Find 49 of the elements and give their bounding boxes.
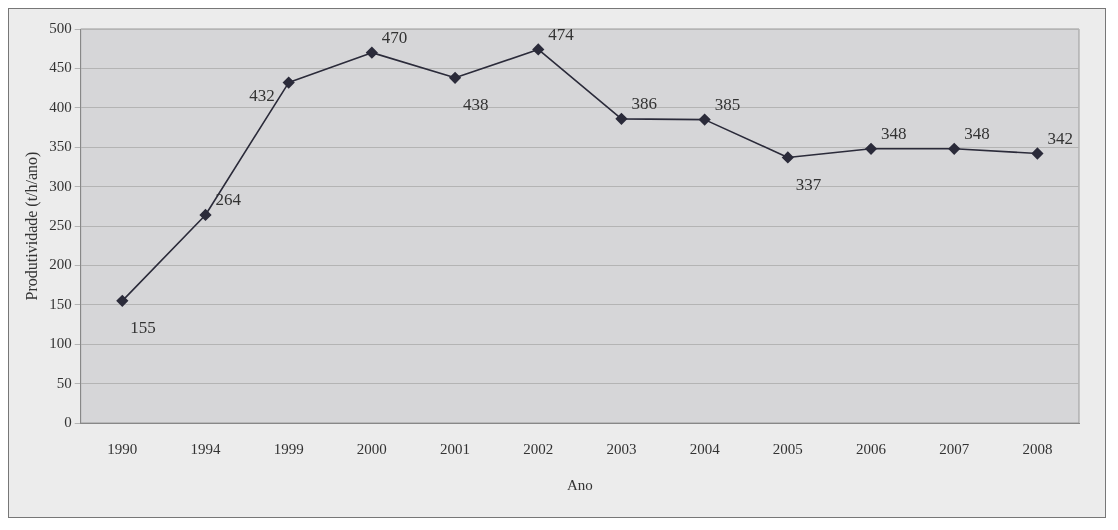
data-label: 155 bbox=[130, 318, 156, 338]
point bbox=[282, 76, 295, 89]
point bbox=[116, 295, 129, 307]
y-tick-label: 450 bbox=[49, 59, 72, 76]
y-tick-label: 100 bbox=[49, 335, 72, 352]
data-label: 348 bbox=[964, 124, 990, 144]
x-tick-label: 2003 bbox=[606, 440, 637, 457]
point bbox=[199, 209, 212, 221]
data-label: 342 bbox=[1047, 128, 1073, 148]
y-tick-label: 250 bbox=[49, 216, 72, 233]
x-tick-label: 2004 bbox=[689, 440, 721, 457]
data-label: 432 bbox=[249, 86, 275, 106]
y-tick-label: 300 bbox=[49, 177, 72, 194]
data-label: 264 bbox=[215, 190, 242, 210]
point bbox=[366, 46, 378, 59]
y-tick-label: 150 bbox=[49, 295, 72, 312]
data-label: 438 bbox=[463, 95, 489, 115]
y-tick-label: 200 bbox=[49, 256, 72, 273]
x-tick-label: 2005 bbox=[772, 440, 803, 457]
point bbox=[948, 142, 961, 155]
data-label: 386 bbox=[631, 94, 657, 114]
x-axis-title: Ano bbox=[566, 476, 593, 493]
point bbox=[1031, 147, 1044, 160]
y-tick-label: 50 bbox=[56, 374, 72, 391]
y-tick-label: 0 bbox=[64, 413, 72, 430]
x-tick-label: 1994 bbox=[190, 440, 221, 457]
x-tick-label: 2000 bbox=[356, 440, 387, 457]
y-tick-label: 400 bbox=[49, 98, 72, 115]
point bbox=[615, 113, 628, 125]
x-tick-label: 2006 bbox=[856, 440, 887, 457]
point bbox=[532, 43, 545, 56]
x-tick-label: 2002 bbox=[523, 440, 554, 457]
y-axis-title: Produtividade (t/h/ano) bbox=[22, 151, 41, 301]
x-tick-label: 2007 bbox=[939, 440, 970, 457]
x-tick-label: 2001 bbox=[440, 440, 471, 457]
data-label: 337 bbox=[795, 174, 822, 194]
x-tick-label: 1999 bbox=[273, 440, 304, 457]
y-tick-label: 500 bbox=[49, 19, 72, 36]
point bbox=[449, 72, 461, 84]
x-tick-label: 1990 bbox=[107, 440, 138, 457]
data-label: 474 bbox=[548, 24, 575, 44]
x-tick-label: 2008 bbox=[1022, 440, 1053, 457]
data-label: 385 bbox=[714, 95, 741, 115]
data-label: 348 bbox=[881, 124, 907, 144]
y-tick-label: 350 bbox=[49, 138, 72, 155]
point bbox=[698, 113, 711, 126]
data-label: 470 bbox=[381, 28, 408, 48]
point bbox=[865, 142, 877, 155]
point bbox=[782, 151, 794, 164]
